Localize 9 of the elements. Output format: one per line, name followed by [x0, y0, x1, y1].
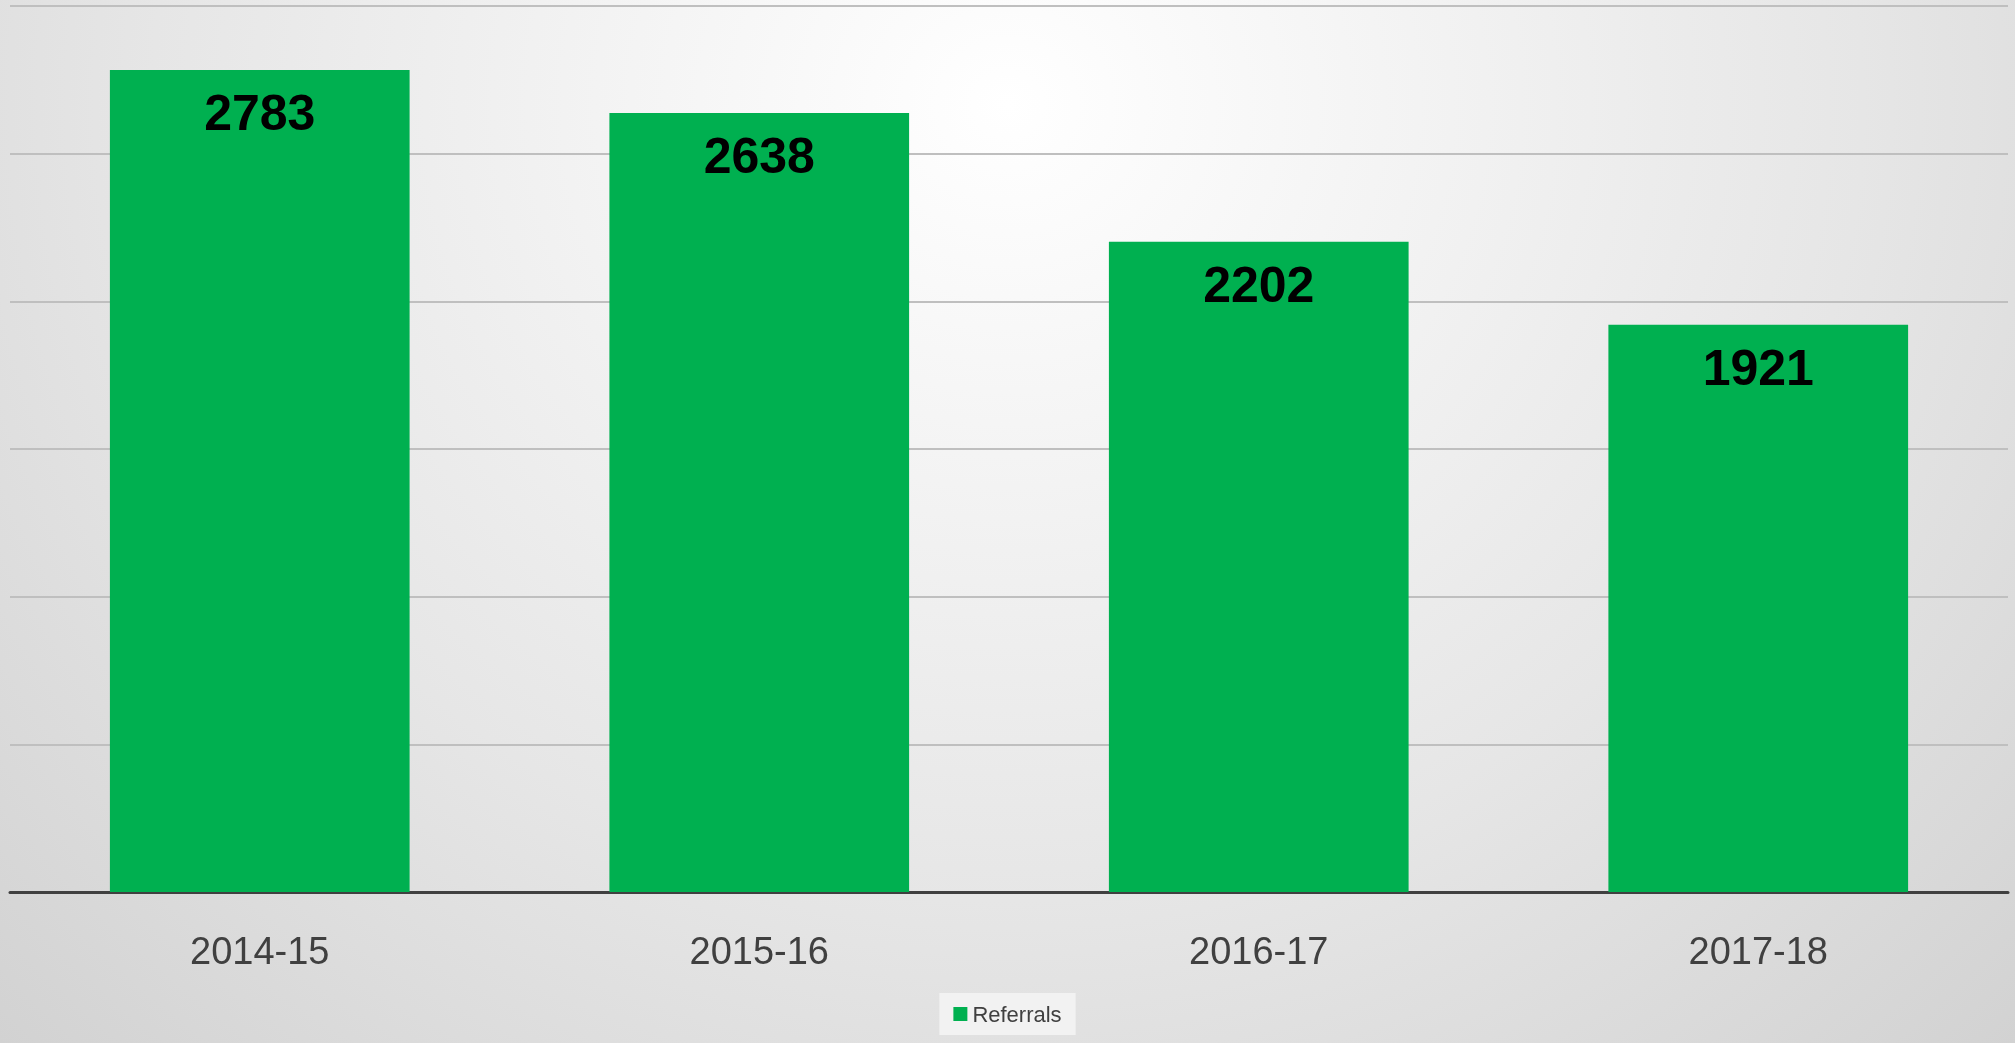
- data-label: 1921: [1702, 339, 1814, 396]
- data-label: 2202: [1203, 256, 1315, 313]
- x-tick-label: 2015-16: [689, 930, 829, 972]
- x-tick-label: 2016-17: [1189, 930, 1329, 972]
- data-label: 2638: [703, 127, 815, 184]
- x-tick-label: 2014-15: [190, 930, 330, 972]
- x-tick-label: 2017-18: [1688, 930, 1828, 972]
- legend-label: Referrals: [972, 1001, 1062, 1027]
- data-label: 2783: [204, 85, 316, 142]
